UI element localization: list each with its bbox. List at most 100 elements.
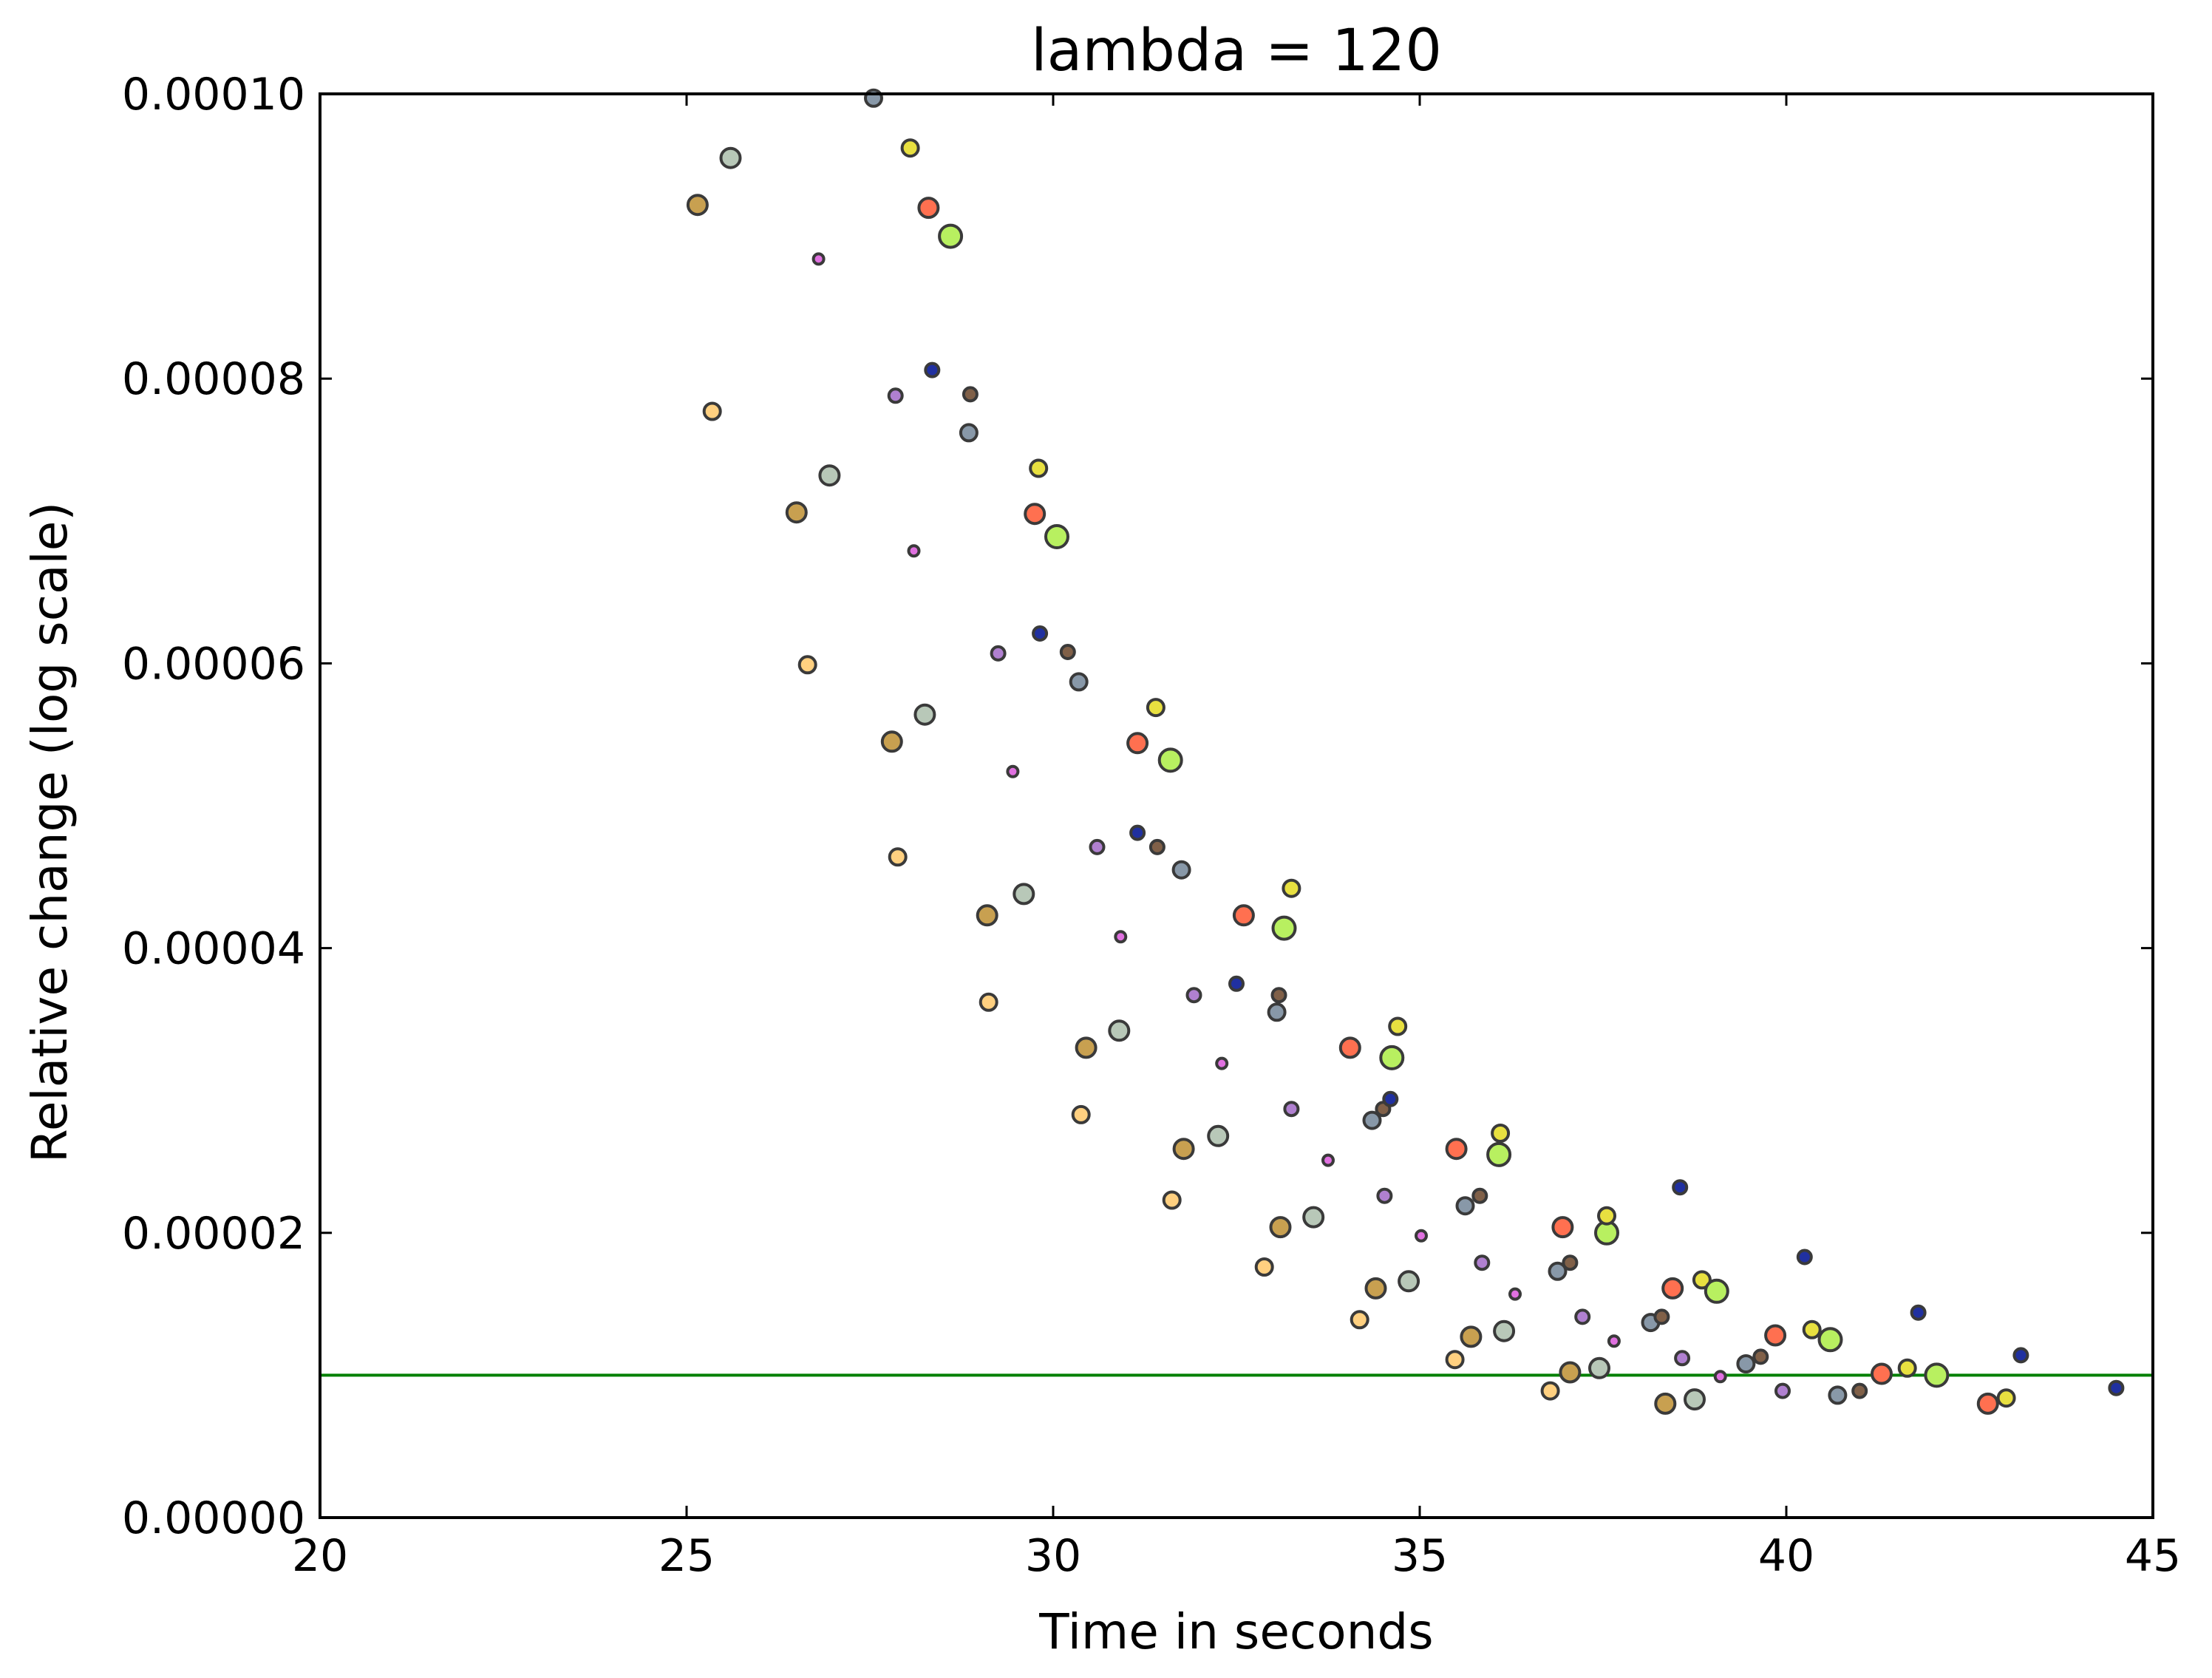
- y-axis-label: Relative change (log scale): [21, 502, 78, 1163]
- data-point: [1415, 1229, 1428, 1243]
- data-point: [1607, 1334, 1621, 1348]
- data-point: [818, 464, 841, 487]
- data-point: [1910, 1304, 1927, 1321]
- x-tick-label: 30: [1025, 1530, 1081, 1582]
- data-point: [1207, 1124, 1230, 1147]
- data-point: [1032, 625, 1049, 642]
- data-point: [900, 138, 920, 158]
- data-point: [959, 423, 979, 443]
- data-point: [1044, 524, 1069, 549]
- data-point: [797, 655, 817, 675]
- data-point: [1597, 1206, 1616, 1226]
- data-point: [1232, 904, 1255, 927]
- data-point: [1736, 1354, 1756, 1373]
- x-axis-label: Time in seconds: [1038, 1603, 1433, 1660]
- data-point: [1455, 1196, 1475, 1216]
- data-point: [1362, 1110, 1382, 1130]
- data-point: [1897, 1358, 1917, 1378]
- data-point: [1382, 1090, 1399, 1107]
- data-point: [1148, 838, 1165, 855]
- data-point: [1108, 1019, 1131, 1042]
- data-point: [1171, 860, 1191, 880]
- data-point: [1146, 698, 1165, 718]
- chart-title: lambda = 120: [1031, 18, 1442, 84]
- data-point: [1774, 1382, 1791, 1399]
- data-point: [1654, 1392, 1677, 1415]
- data-point: [1653, 1308, 1670, 1325]
- data-point: [1996, 1388, 2016, 1408]
- data-point: [1302, 1206, 1325, 1229]
- data-point: [887, 387, 904, 404]
- data-point: [1692, 1270, 1712, 1290]
- data-point: [686, 194, 709, 217]
- data-point: [1282, 878, 1301, 898]
- data-point: [1445, 1138, 1468, 1161]
- y-tick-label: 0.00000: [122, 1492, 305, 1544]
- data-point: [702, 401, 722, 421]
- data-point: [1704, 1278, 1729, 1304]
- data-point: [1162, 1190, 1182, 1210]
- data-point: [2108, 1379, 2125, 1396]
- data-point: [907, 544, 921, 558]
- x-tick-label: 40: [1758, 1530, 1814, 1582]
- data-point: [1491, 1124, 1511, 1143]
- axes: 20 25 30 35 40 45 0.00000 0.00002 0.00004 0.00006…: [122, 69, 2181, 1582]
- data-point: [1713, 1370, 1727, 1384]
- data-point: [924, 361, 941, 378]
- data-point: [1157, 747, 1183, 773]
- data-point: [976, 904, 998, 927]
- data-point: [1976, 1392, 1999, 1415]
- data-point: [1129, 824, 1146, 841]
- data-point: [1069, 672, 1089, 692]
- data-point: [1398, 1270, 1420, 1293]
- data-point: [811, 252, 826, 266]
- plot-area: [320, 94, 2153, 1518]
- data-point: [1796, 1249, 1813, 1266]
- data-point: [880, 730, 903, 753]
- data-point: [1029, 458, 1049, 478]
- x-tick-label: 25: [659, 1530, 715, 1582]
- data-point: [962, 386, 979, 403]
- y-tick-label: 0.00002: [122, 1208, 305, 1260]
- data-point: [1684, 1388, 1706, 1411]
- x-tick-label: 45: [2125, 1530, 2181, 1582]
- data-point: [1540, 1381, 1560, 1401]
- data-point: [1871, 1362, 1893, 1385]
- data-point: [1388, 1016, 1408, 1036]
- data-point: [785, 501, 808, 524]
- data-point: [1006, 764, 1020, 778]
- data-point: [1672, 1179, 1689, 1196]
- data-point: [1350, 1310, 1369, 1330]
- data-point: [1764, 1324, 1787, 1347]
- x-tick-label: 20: [292, 1530, 348, 1582]
- plot-frame: [319, 92, 2154, 1519]
- data-point: [1445, 1350, 1465, 1370]
- data-point: [1559, 1361, 1582, 1384]
- data-point: [913, 703, 936, 726]
- data-point: [1269, 1216, 1292, 1239]
- data-point: [1271, 915, 1297, 941]
- data-point: [1548, 1261, 1568, 1281]
- data-point: [1574, 1308, 1591, 1325]
- data-point: [1185, 987, 1202, 1004]
- data-point: [1024, 503, 1047, 526]
- x-tick-label: 35: [1392, 1530, 1448, 1582]
- y-tick-label: 0.00004: [122, 923, 305, 975]
- y-tick-label: 0.00010: [122, 69, 305, 120]
- y-tick-label: 0.00008: [122, 353, 305, 405]
- data-point: [1059, 644, 1076, 660]
- data-point: [2012, 1347, 2029, 1364]
- data-point: [1924, 1362, 1950, 1388]
- data-point: [1471, 1187, 1488, 1204]
- data-point: [1551, 1216, 1574, 1239]
- data-point: [1172, 1138, 1195, 1161]
- data-point: [1126, 732, 1149, 755]
- data-point: [1460, 1325, 1483, 1348]
- data-point: [938, 223, 964, 249]
- data-point: [1562, 1254, 1579, 1271]
- data-points: [686, 88, 2125, 1415]
- y-tick-label: 0.00006: [122, 638, 305, 690]
- data-point: [1364, 1277, 1387, 1300]
- data-point: [1283, 1101, 1300, 1118]
